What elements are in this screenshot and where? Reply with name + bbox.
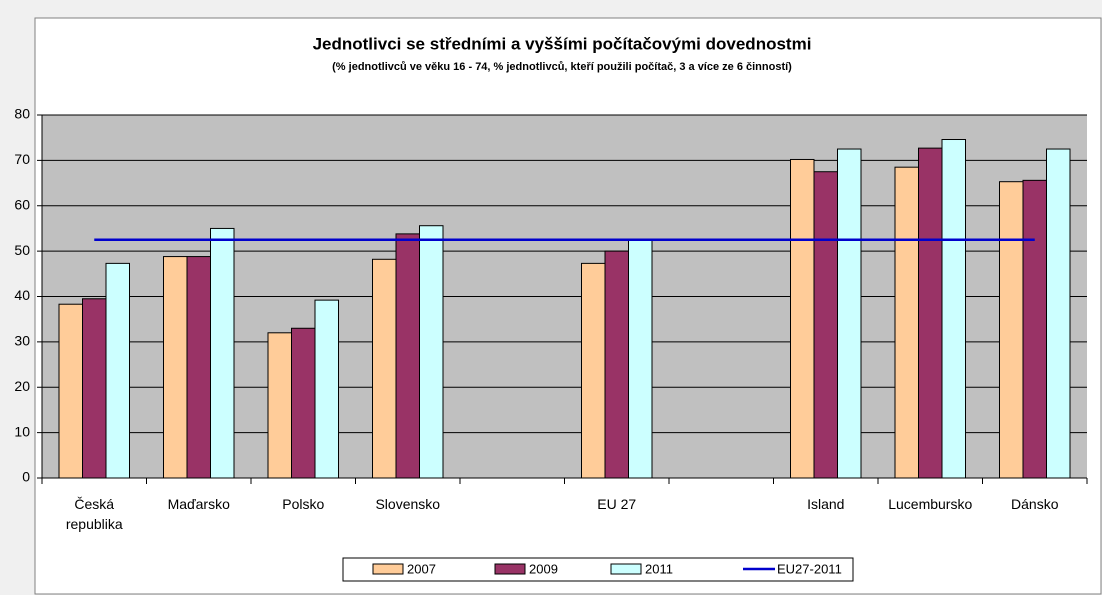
- y-tick-label: 30: [14, 333, 30, 349]
- bar: [581, 262, 606, 479]
- bar: [837, 148, 862, 479]
- bar: [1046, 148, 1071, 479]
- legend-swatch: [494, 563, 526, 575]
- bar: [372, 258, 397, 479]
- y-tick-label: 60: [14, 196, 30, 212]
- y-tick-label: 10: [14, 423, 30, 439]
- x-tick-label: Island: [807, 496, 845, 512]
- bar: [267, 332, 292, 479]
- x-tick-label: Česká republika: [65, 496, 123, 532]
- y-tick-label: 50: [14, 242, 30, 258]
- bar: [58, 303, 83, 479]
- bar: [604, 250, 629, 479]
- bar: [813, 171, 838, 479]
- x-tick-label: Slovensko: [375, 496, 441, 512]
- bar: [419, 225, 444, 479]
- bar: [314, 299, 339, 479]
- legend-label: 2007: [407, 561, 436, 576]
- x-tick-label: Polsko: [282, 496, 325, 512]
- x-tick-label: Maďarsko: [167, 496, 230, 512]
- chart-title: Jednotlivci se středními a vyššími počít…: [313, 34, 812, 53]
- y-tick-label: 20: [14, 378, 30, 394]
- bar: [628, 239, 653, 479]
- bar: [894, 166, 919, 479]
- y-tick-label: 0: [22, 469, 30, 485]
- y-tick-label: 80: [14, 106, 30, 122]
- bar: [790, 158, 815, 479]
- y-tick-label: 40: [14, 287, 30, 303]
- bar: [82, 298, 107, 479]
- legend-label: EU27-2011: [777, 561, 842, 576]
- y-tick-label: 70: [14, 151, 30, 167]
- legend-label: 2011: [645, 561, 673, 576]
- legend-swatch: [372, 563, 404, 575]
- bar: [918, 147, 943, 479]
- bar: [999, 181, 1024, 479]
- x-tick-label: EU 27: [597, 496, 637, 512]
- bar: [210, 227, 235, 479]
- bar: [1022, 179, 1047, 479]
- x-tick-label: Lucembursko: [888, 496, 973, 512]
- bar: [105, 262, 130, 479]
- legend-swatch: [610, 563, 642, 575]
- bar: [163, 256, 188, 479]
- bar: [941, 139, 966, 479]
- bar: [395, 233, 420, 479]
- bar: [186, 256, 211, 479]
- bar: [291, 327, 316, 479]
- chart-subtitle: (% jednotlivců ve věku 16 - 74, % jednot…: [332, 61, 792, 73]
- x-tick-label: Dánsko: [1011, 496, 1059, 512]
- legend-label: 2009: [529, 561, 558, 576]
- legend-box: [342, 557, 854, 582]
